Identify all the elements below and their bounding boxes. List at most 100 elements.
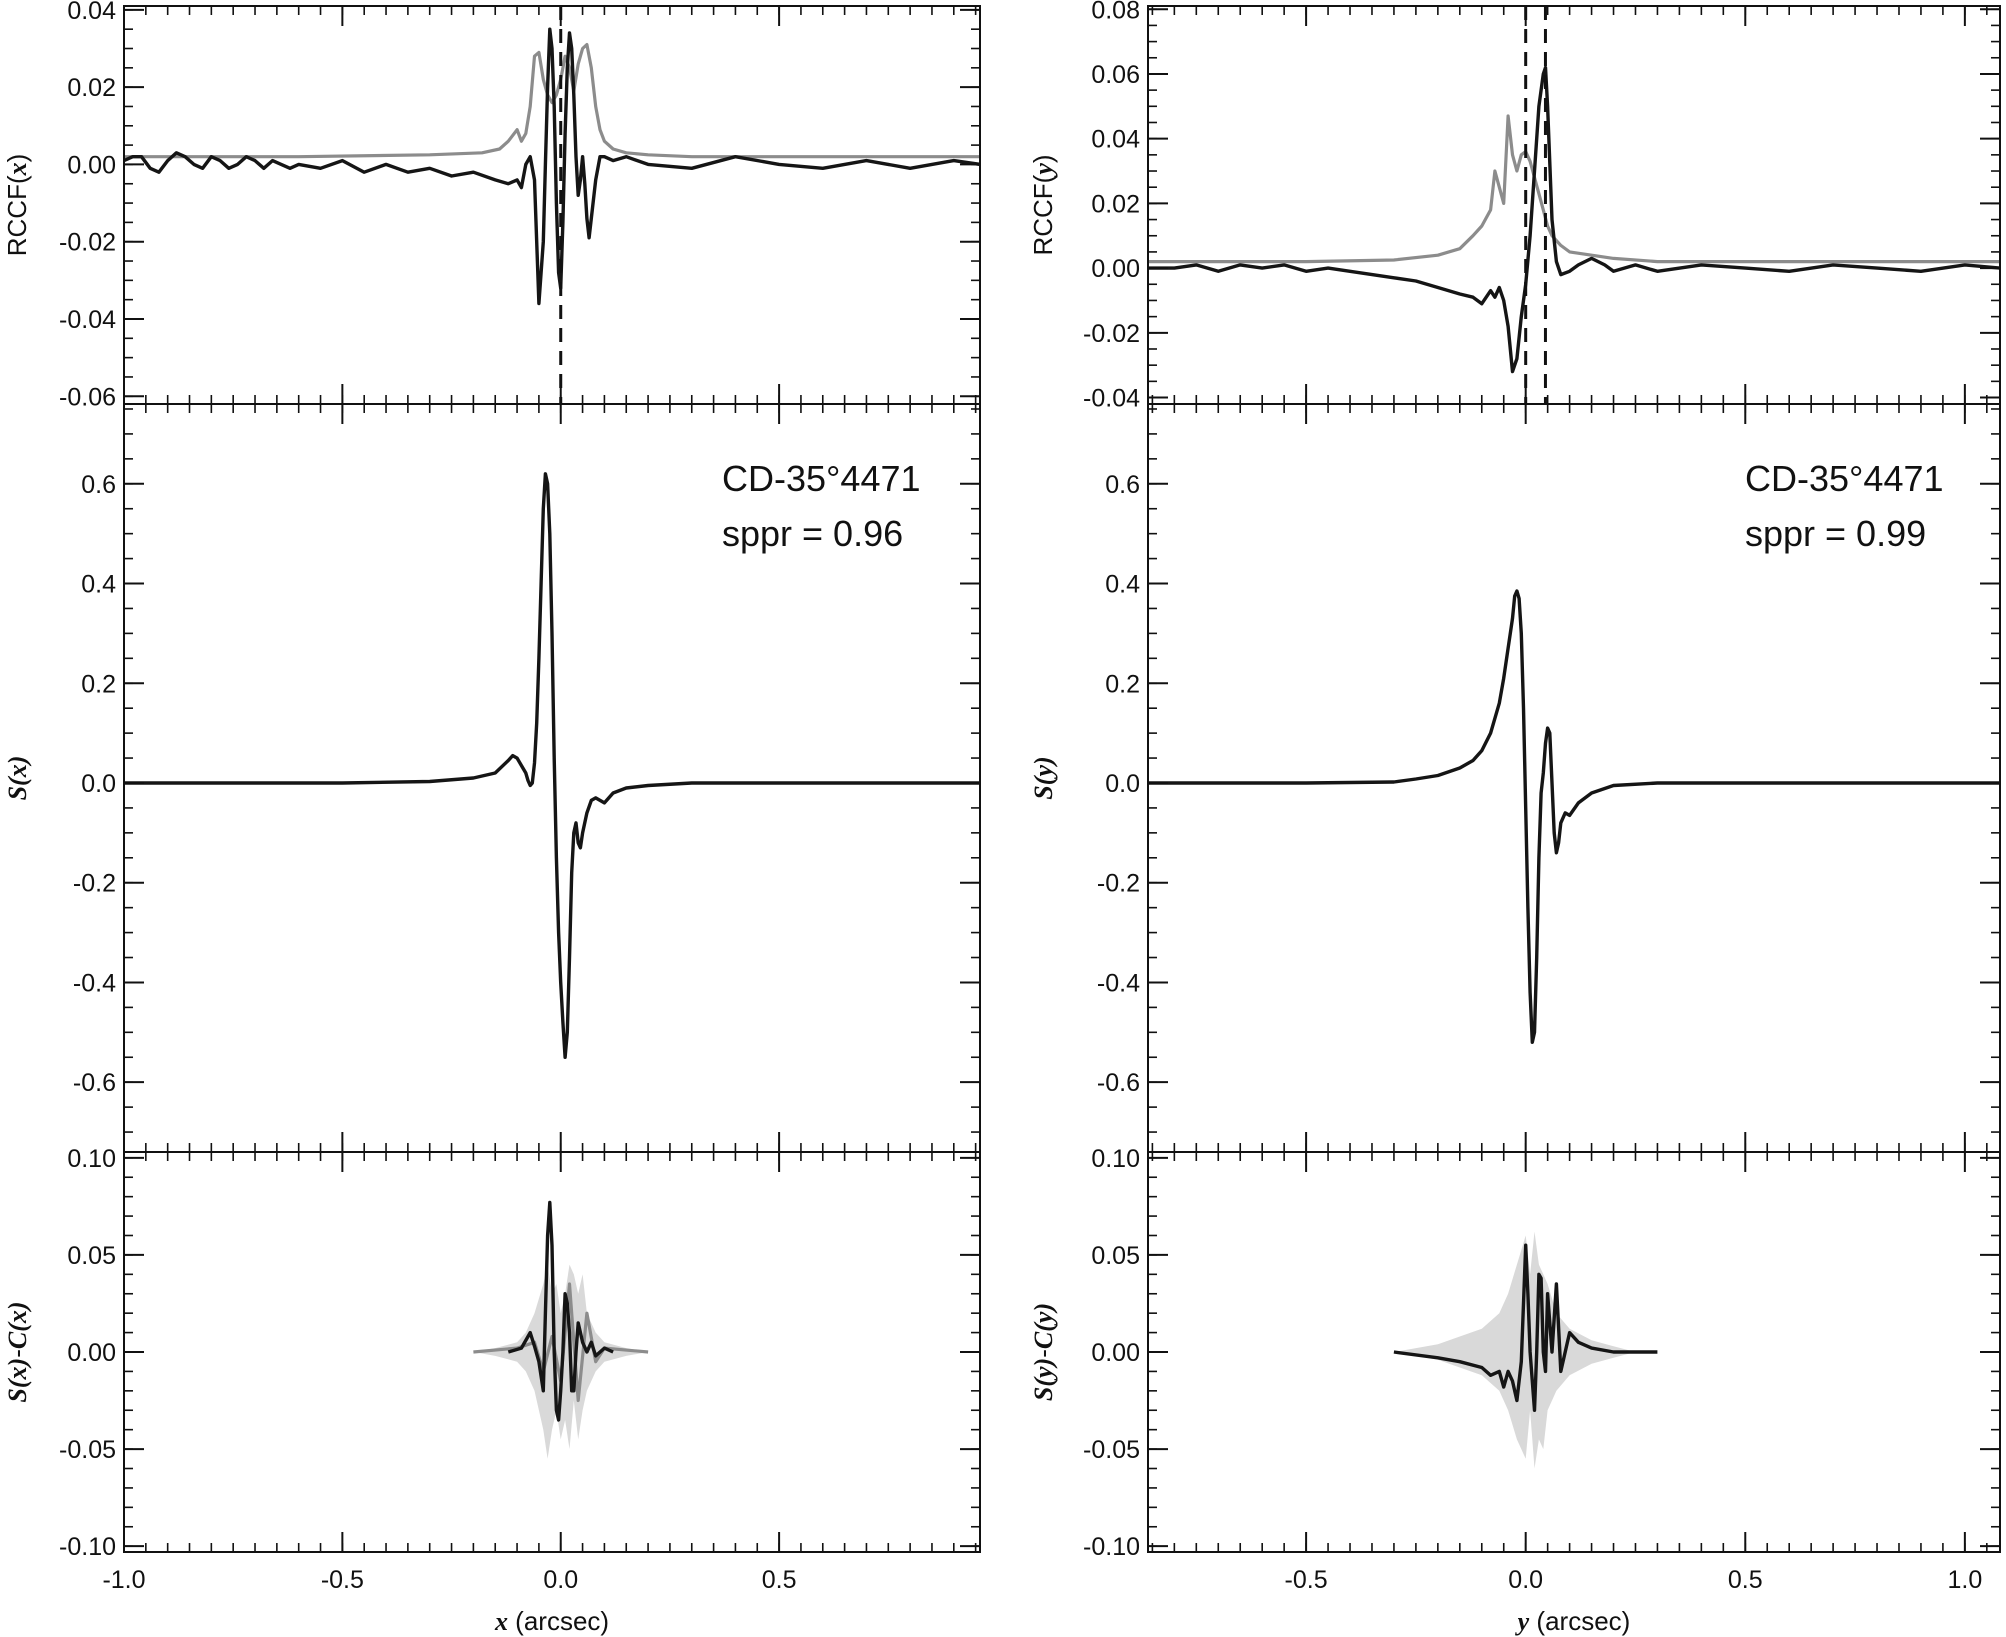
y-tick-label: -0.6 [1097,1069,1140,1097]
y-tick-label: 0.06 [1091,61,1140,89]
panel-annotation: sppr = 0.96 [722,513,903,554]
y-axis-label-part: ( [1029,1376,1058,1387]
x-axis-label-part: x [494,1607,508,1636]
y-tick-label: 0.00 [1091,1339,1140,1367]
x-tick-label: 0.5 [1728,1566,1763,1594]
panel-left-top: -0.06 -0.04 -0.02 0.00 0.02 0.04 RCCF(x) [2,0,981,411]
panel-annotation: CD-35°4471 [1745,458,1944,499]
y-tick-label: -0.2 [1097,870,1140,898]
y-tick-label: 0.04 [67,0,116,25]
plot-area [1393,1231,1658,1469]
y-axis-label-part: ( [3,1321,32,1332]
panel-right-middle: -0.6 -0.4 -0.2 0.0 0.2 0.4 0.6 S(y) CD-35°4471 sp… [1029,403,2001,1153]
y-axis-label-part: ) [3,1358,32,1369]
panel-annotation: CD-35°4471 [722,458,921,499]
panel-right-bottom: -0.10-0.050.000.050.10-0.5 0.0 0.5 1.0S(y)-… [1028,1145,2001,1636]
y-axis-label-part: C [1029,1331,1058,1349]
panel-frame [1147,5,2001,405]
y-axis-label-part: ( [1029,774,1058,785]
y-tick-label: 0.2 [81,670,116,698]
series-line-primary [507,1200,614,1422]
x-tick-label: 1.0 [1947,1566,1982,1594]
series-line-secondary [1148,114,2000,264]
y-axis-label-part: S [1029,1387,1058,1401]
plot-area [1148,6,2000,404]
series-line-primary [1148,65,2000,374]
y-axis-label: S(x) [3,756,32,801]
y-tick-label: -0.10 [1083,1533,1140,1561]
y-tick-label: 0.10 [1091,1145,1140,1173]
y-axis-label-part: ) [1028,154,1058,163]
y-tick-label: 0.00 [1091,255,1140,283]
plot-area [1148,589,2000,1044]
y-axis-label-part: x [3,1366,32,1380]
uncertainty-band [1393,1231,1636,1469]
y-tick-label: 0.00 [67,1339,116,1367]
x-axis-label-part: (arcsec) [508,1606,609,1636]
y-axis-label-part: ) [3,756,32,767]
x-axis-label-part: y [1515,1607,1530,1636]
y-tick-label: -0.4 [73,969,116,997]
y-tick-label: 0.08 [1091,0,1140,24]
x-tick-label: -1.0 [102,1566,145,1594]
panel-right-top: -0.04 -0.02 0.00 0.02 0.04 0.06 0.08 RCCF(y) [1028,0,2001,413]
y-axis-label: S(y) [1029,756,1058,799]
y-tick-label: -0.02 [59,229,116,257]
y-axis-label-part: ( [3,1377,32,1388]
y-axis-label-part: S [1029,785,1058,799]
x-tick-label: -0.5 [321,1566,364,1594]
y-axis-label-part: x [3,1310,32,1324]
y-tick-label: -0.05 [1083,1436,1140,1464]
y-axis-label: S(x)-C(x) [2,1301,32,1402]
y-tick-label: -0.4 [1097,969,1140,997]
y-tick-label: 0.05 [67,1242,116,1270]
x-tick-label: 0.0 [543,1566,578,1594]
y-tick-label: -0.10 [59,1533,116,1561]
y-tick-label: 0.04 [1091,126,1140,154]
y-tick-label: 0.2 [1105,670,1140,698]
panel-annotation: sppr = 0.99 [1745,513,1926,554]
y-tick-label: 0.05 [1091,1242,1140,1270]
x-axis-label: y (arcsec) [1515,1606,1631,1636]
y-tick-label: 0.00 [67,151,116,179]
x-tick-label: 0.5 [762,1566,797,1594]
y-tick-label: -0.04 [59,306,116,334]
plot-area [473,1200,649,1459]
x-tick-label: -0.5 [1285,1566,1328,1594]
y-tick-label: 0.6 [1105,471,1140,499]
y-axis-label-part: RCCF( [1028,174,1058,255]
y-axis-label-part: y [1029,1366,1058,1381]
x-tick-label: 0.0 [1508,1566,1543,1594]
y-tick-label: -0.05 [59,1436,116,1464]
y-axis-label-part: RCCF( [2,175,32,256]
right-column: -0.04-0.020.000.020.040.060.08RCCF(y)-0.… [1028,0,2001,1636]
y-axis-label: S(y)-C(y) [1028,1303,1058,1401]
plot-area [124,6,980,404]
series-line-primary [124,472,980,1059]
y-axis-label-part: y [1029,1311,1058,1326]
panel-left-bottom: -0.10-0.050.000.050.10-1.0 -0.5 0.0 0.5S(x)… [2,1145,981,1636]
y-axis-label-part: y [1029,163,1058,178]
y-tick-label: -0.2 [73,870,116,898]
series-line-primary [1393,1243,1658,1412]
y-tick-label: 0.02 [67,74,116,102]
y-tick-label: 0.4 [81,571,116,599]
y-axis-label-part: C [3,1331,32,1349]
y-axis-label-part: ) [3,1301,32,1312]
y-axis-label-part: - [1028,1349,1058,1358]
y-axis-label-part: S [3,1388,32,1402]
series-line-primary [1148,589,2000,1044]
y-tick-label: 0.02 [1091,190,1140,218]
y-axis-label-part: x [3,764,32,778]
y-axis-label: RCCF(x) [2,154,32,257]
y-axis-label-part: x [3,162,32,176]
plot-area [124,472,980,1059]
y-axis-label-part: - [2,1349,32,1358]
y-axis-label-part: ) [1029,1358,1058,1369]
x-axis-label: x (arcsec) [494,1606,609,1636]
y-axis-label-part: S [3,786,32,800]
y-tick-label: -0.04 [1083,385,1140,413]
y-axis-label-part: ) [1029,756,1058,767]
y-tick-label: -0.02 [1083,320,1140,348]
